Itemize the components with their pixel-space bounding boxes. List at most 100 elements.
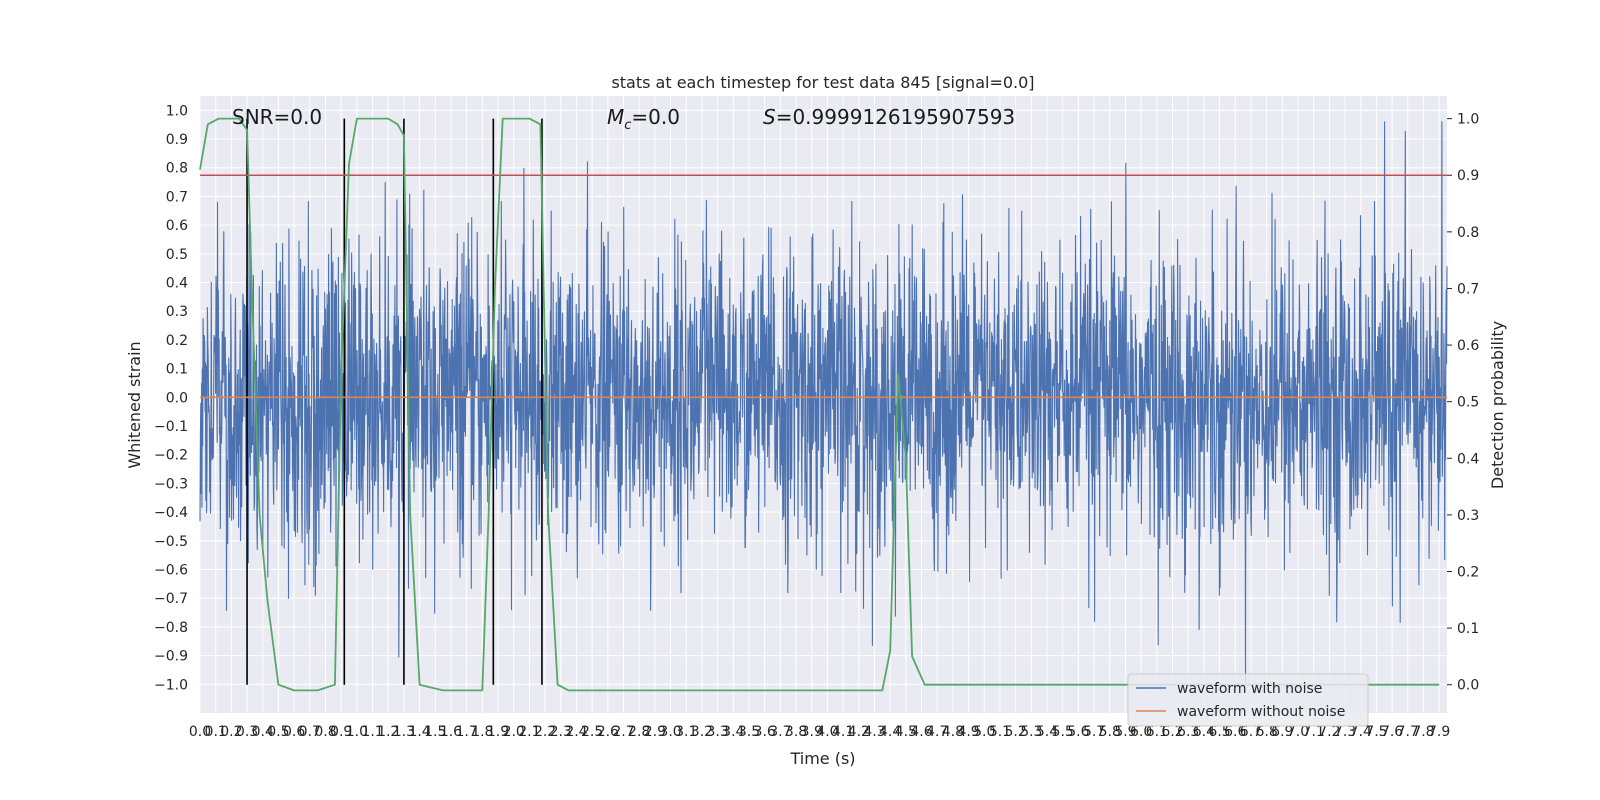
x-tick-label: 6.1 — [1146, 724, 1168, 740]
mc-value: =0.0 — [631, 105, 680, 129]
y-axis-left-label: Whitened strain — [125, 341, 144, 468]
y-left-tick-label: 0.7 — [166, 189, 188, 205]
x-tick-label: 1.0 — [346, 724, 368, 740]
x-tick-label: 4.7 — [926, 724, 948, 740]
x-tick-label: 7.8 — [1412, 724, 1434, 740]
y-left-tick-label: −0.2 — [154, 448, 188, 464]
y-right-tick-label: 0.6 — [1457, 338, 1479, 354]
x-tick-label: 1.8 — [471, 724, 493, 740]
y-left-tick-label: 1.0 — [166, 103, 188, 119]
y-right-tick-label: 0.5 — [1457, 395, 1479, 411]
x-tick-label: 3.1 — [675, 724, 697, 740]
x-tick-label: 4.4 — [879, 724, 901, 740]
x-axis-label: Time (s) — [789, 749, 855, 768]
x-tick-label: 5.7 — [1083, 724, 1105, 740]
y-left-tick-label: 0.4 — [166, 276, 188, 292]
x-tick-label: 6.6 — [1224, 724, 1246, 740]
x-tick-label: 2.3 — [550, 724, 572, 740]
y-left-tick-label: −0.7 — [154, 591, 188, 607]
y-axis-right-label: Detection probability — [1488, 321, 1507, 489]
x-tick-label: 4.5 — [895, 724, 917, 740]
x-tick-label: 1.1 — [361, 724, 383, 740]
chart-title: stats at each timestep for test data 845… — [611, 73, 1034, 92]
x-tick-label: 0.6 — [283, 724, 305, 740]
y-left-tick-label: 0.3 — [166, 304, 188, 320]
y-left-tick-label: 0.0 — [166, 390, 188, 406]
x-tick-label: 5.2 — [1005, 724, 1027, 740]
y-left-tick-label: 0.1 — [166, 362, 188, 378]
legend: waveform with noise waveform without noi… — [1127, 673, 1369, 727]
x-tick-label: 1.3 — [393, 724, 415, 740]
x-tick-label: 4.6 — [910, 724, 932, 740]
detection-probability-line — [199, 117, 1440, 692]
s-value: =0.9999126195907593 — [776, 105, 1015, 129]
y-left-tick-label: −1.0 — [154, 677, 188, 693]
x-tick-label: 0.4 — [252, 724, 274, 740]
y-left-tick-label: 0.6 — [166, 218, 188, 234]
x-tick-label: 3.8 — [785, 724, 807, 740]
x-tick-label: 3.2 — [691, 724, 713, 740]
x-tick-label: 6.5 — [1208, 724, 1230, 740]
s-symbol: S — [763, 105, 776, 129]
x-tick-label: 0.2 — [220, 724, 242, 740]
x-tick-label: 3.4 — [722, 724, 744, 740]
x-tick-label: 7.5 — [1365, 724, 1387, 740]
x-tick-label: 3.9 — [801, 724, 823, 740]
x-tick-label: 2.8 — [628, 724, 650, 740]
x-tick-label: 4.3 — [863, 724, 885, 740]
y-right-tick-label: 1.0 — [1457, 112, 1479, 128]
x-tick-label: 1.4 — [408, 724, 430, 740]
y-left-tick-label: 0.8 — [166, 161, 188, 177]
x-tick-label: 0.3 — [236, 724, 258, 740]
legend-box — [1127, 673, 1369, 727]
x-tick-label: 7.2 — [1318, 724, 1340, 740]
y-right-tick-label: 0.2 — [1457, 564, 1479, 580]
x-tick-label: 3.6 — [754, 724, 776, 740]
x-tick-label: 4.1 — [832, 724, 854, 740]
x-tick-label: 1.7 — [456, 724, 478, 740]
y-right-tick-label: 0.8 — [1457, 225, 1479, 241]
y-right-tick-label: 0.7 — [1457, 281, 1479, 297]
x-tick-label: 3.0 — [659, 724, 681, 740]
x-tick-label: 4.2 — [848, 724, 870, 740]
y-left-tick-label: −0.3 — [154, 476, 188, 492]
x-tick-label: 4.8 — [942, 724, 964, 740]
snr-annotation: SNR=0.0 — [232, 105, 322, 129]
x-tick-label: 2.4 — [565, 724, 587, 740]
x-tick-label: 3.7 — [769, 724, 791, 740]
x-tick-label: 7.7 — [1397, 724, 1419, 740]
y-left-tick-label: 0.9 — [166, 132, 188, 148]
legend-label-noisy: waveform with noise — [1177, 681, 1322, 697]
x-tick-label: 6.3 — [1177, 724, 1199, 740]
y-left-tick-label: −0.6 — [154, 563, 188, 579]
mc-subscript: c — [624, 118, 631, 133]
x-tick-label: 5.1 — [989, 724, 1011, 740]
x-tick-label: 1.9 — [487, 724, 509, 740]
x-tick-label: 5.3 — [1020, 724, 1042, 740]
x-tick-label: 1.5 — [424, 724, 446, 740]
x-tick-label: 7.1 — [1303, 724, 1325, 740]
x-tick-label: 6.9 — [1271, 724, 1293, 740]
y-left-tick-label: −0.8 — [154, 620, 188, 636]
x-tick-label: 0.8 — [314, 724, 336, 740]
x-tick-label: 7.4 — [1350, 724, 1372, 740]
y-right-tick-label: 0.0 — [1457, 678, 1479, 694]
y-right-tick-label: 0.3 — [1457, 508, 1479, 524]
y-left-tick-label: −0.4 — [154, 505, 188, 521]
s-annotation: S=0.9999126195907593 — [763, 105, 1015, 129]
x-tick-label: 2.5 — [581, 724, 603, 740]
x-tick-label: 6.4 — [1193, 724, 1215, 740]
x-tick-label: 7.3 — [1334, 724, 1356, 740]
y-left-tick-label: −0.5 — [154, 534, 188, 550]
y-right-tick-label: 0.4 — [1457, 451, 1479, 467]
x-tick-label: 5.8 — [1099, 724, 1121, 740]
y-right-tick-label: 0.1 — [1457, 621, 1479, 637]
x-tick-label: 1.2 — [377, 724, 399, 740]
x-tick-label: 5.6 — [1067, 724, 1089, 740]
y-left-tick-label: 0.5 — [166, 247, 188, 263]
x-tick-label: 2.6 — [597, 724, 619, 740]
x-tick-label: 5.9 — [1114, 724, 1136, 740]
x-tick-label: 2.0 — [503, 724, 525, 740]
x-tick-label: 7.9 — [1428, 724, 1450, 740]
